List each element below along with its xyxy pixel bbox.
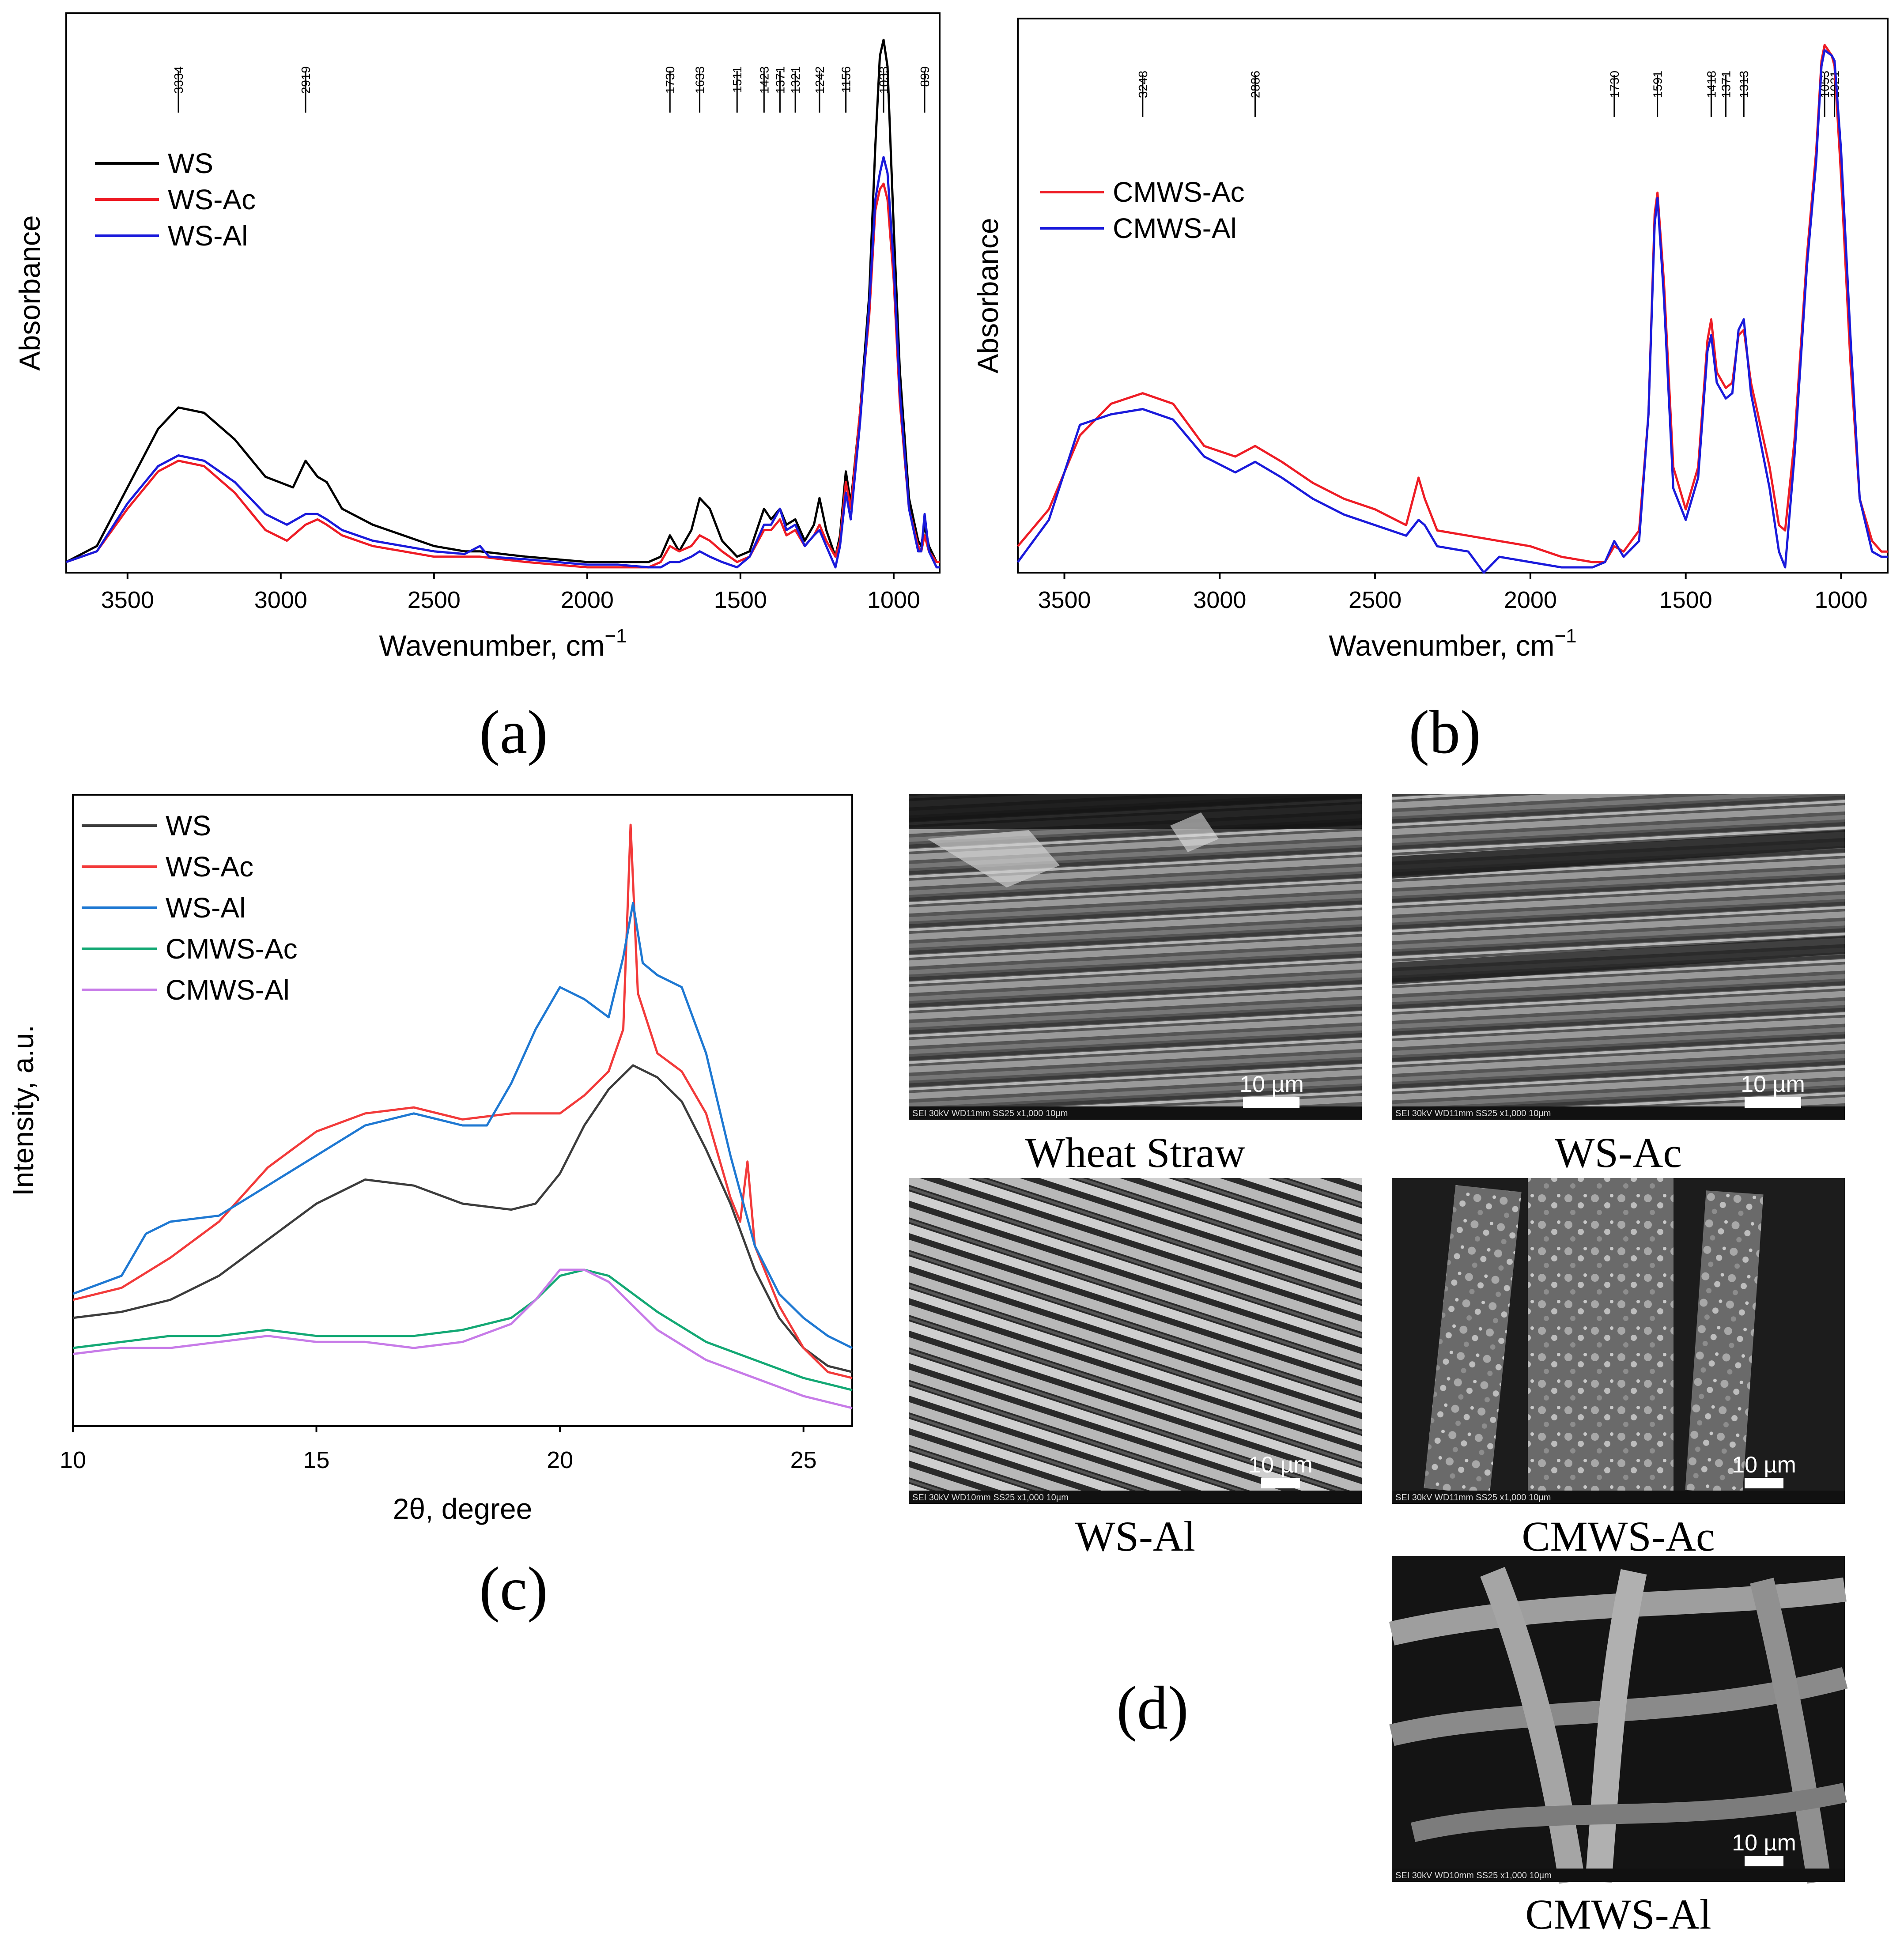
x-axis-label: Wavenumber, cm−1 (379, 625, 627, 662)
x-axis-label: Wavenumber, cm−1 (1329, 625, 1576, 662)
plot-frame (65, 12, 941, 574)
panel-label-b: (b) (1409, 698, 1481, 766)
scale-label: 10 µm (1732, 1452, 1796, 1478)
x-tick-label: 2500 (408, 587, 461, 613)
sem-image-ws-al: 10 µm SEI 30kV WD10mm SS25 x1,000 10µm (909, 1178, 1362, 1504)
legend-label: CMWS-Al (1113, 212, 1237, 244)
sem-footer: SEI 30kV WD10mm SS25 x1,000 10µm (1395, 1871, 1552, 1880)
scale-label: 10 µm (1248, 1452, 1313, 1478)
y-axis-label: Absorbance (971, 218, 1004, 373)
legend-label: WS-Ac (166, 851, 253, 883)
legend-label: WS (166, 810, 211, 842)
panel-label-c: (c) (479, 1555, 548, 1623)
x-tick-label: 2000 (561, 587, 614, 613)
sem-image-cmws-al: 10 µm SEI 30kV WD10mm SS25 x1,000 10µm (1389, 1556, 1848, 1884)
legend-label: CMWS-Ac (1113, 176, 1245, 208)
y-axis-label: Intensity, a.u. (7, 1025, 39, 1196)
scale-label: 10 µm (1732, 1830, 1796, 1856)
panel-label-d: (d) (1116, 1674, 1188, 1742)
x-tick-label: 2500 (1349, 587, 1402, 613)
x-tick-label: 20 (547, 1447, 573, 1473)
x-tick-label: 3500 (1038, 587, 1091, 613)
series-line-cmws-al (1016, 49, 1888, 574)
x-tick-label: 10 (60, 1447, 86, 1473)
x-tick-label: 1000 (1814, 587, 1867, 613)
plot-frame (72, 794, 853, 1427)
x-axis-label-sup: −1 (1554, 625, 1576, 647)
series-line-ws-al (66, 156, 940, 569)
sem-caption-ws-al: WS-Al (1075, 1513, 1195, 1560)
series-line-cmws-ac (1017, 44, 1888, 563)
x-tick-label: 2000 (1504, 587, 1557, 613)
sem-caption-cmws-al: CMWS-Al (1525, 1891, 1711, 1938)
sem-footer: SEI 30kV WD11mm SS25 x1,000 10µm (1395, 1493, 1551, 1503)
series-line-ws-ac (72, 823, 853, 1379)
scale-label: 10 µm (1239, 1072, 1304, 1097)
sem-image-wheat-straw: 10 µm SEI 30kV WD11mm SS25 x1,000 10µm (909, 794, 1362, 1120)
x-tick-label: 25 (790, 1447, 817, 1473)
sem-caption-wheat-straw: Wheat Straw (1025, 1129, 1245, 1176)
x-tick-label: 3500 (101, 587, 154, 613)
sem-caption-ws-ac: WS-Ac (1555, 1129, 1682, 1176)
series-line-ws-ac (66, 182, 940, 569)
x-tick-label: 1000 (867, 587, 920, 613)
scale-bar (1261, 1478, 1300, 1488)
scale-bar (1745, 1478, 1783, 1488)
plot-frame (1017, 18, 1889, 574)
xrd-chart-c: 10 15 20 25 2θ, degree Intensity, a.u. WS WS-Ac… (7, 794, 853, 1525)
x-tick-label: 1500 (714, 587, 767, 613)
sem-footer: SEI 30kV WD11mm SS25 x1,000 10µm (912, 1109, 1068, 1118)
scale-bar (1243, 1097, 1300, 1108)
legend-label: WS-Al (166, 892, 246, 924)
series-line-ws (65, 38, 940, 563)
x-tick-label: 3000 (1193, 587, 1246, 613)
x-tick-label: 1500 (1659, 587, 1712, 613)
x-axis-label: 2θ, degree (393, 1492, 533, 1525)
sem-image-cmws-ac: 10 µm SEI 30kV WD11mm SS25 x1,000 10µm (1392, 1178, 1845, 1504)
x-tick-label: 3000 (254, 587, 307, 613)
scale-bar (1745, 1856, 1783, 1866)
sem-footer: SEI 30kV WD10mm SS25 x1,000 10µm (912, 1493, 1069, 1503)
ftir-chart-a: 3500 3000 2500 2000 1500 1000 Wavenumber, cm−1… (13, 12, 941, 662)
scale-label: 10 µm (1741, 1072, 1805, 1097)
panel-label-a: (a) (479, 698, 548, 766)
series-line-cmws-ac (72, 1268, 853, 1391)
scale-bar (1745, 1097, 1801, 1108)
sem-image-ws-ac: 10 µm SEI 30kV WD11mm SS25 x1,000 10µm (1392, 794, 1845, 1120)
sem-footer: SEI 30kV WD11mm SS25 x1,000 10µm (1395, 1109, 1551, 1118)
legend-label: WS-Al (168, 220, 248, 252)
legend-label: CMWS-Ac (166, 933, 298, 965)
legend-label: WS (168, 147, 213, 179)
series-line-cmws-al (72, 1268, 853, 1409)
legend-label: WS-Ac (168, 184, 256, 215)
sem-caption-cmws-ac: CMWS-Ac (1522, 1513, 1715, 1560)
ftir-chart-b: 3500 3000 2500 2000 1500 1000 Wavenumber, cm−1… (971, 18, 1889, 662)
series-line-ws-al (72, 902, 853, 1349)
x-axis-label-sup: −1 (604, 625, 627, 647)
series-line-ws (72, 1064, 853, 1373)
y-axis-label: Absorbance (13, 215, 46, 370)
legend-label: CMWS-Al (166, 974, 290, 1006)
x-tick-label: 15 (303, 1447, 330, 1473)
